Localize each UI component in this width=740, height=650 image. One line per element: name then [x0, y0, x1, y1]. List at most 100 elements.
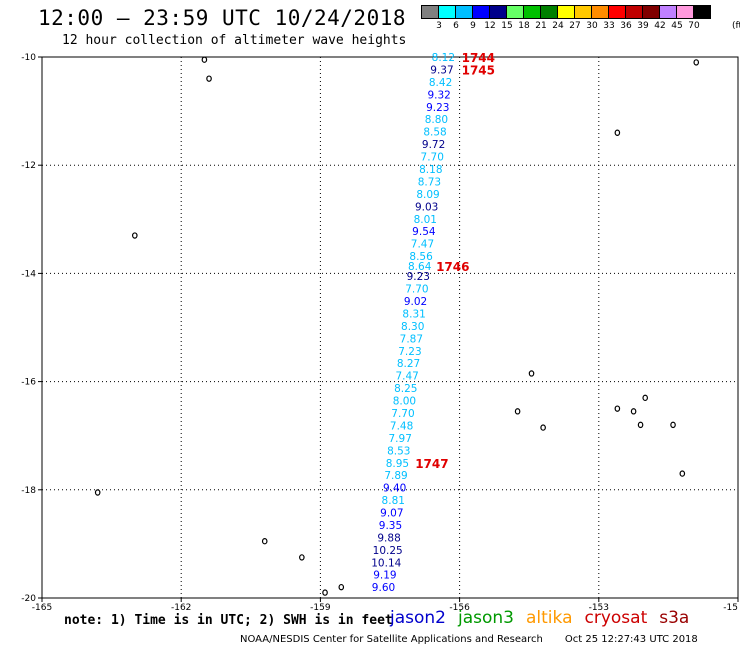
wave-height-value: 9.40 [383, 483, 406, 495]
lon-tick-label: -156 [449, 603, 470, 613]
legend-label: 36 [620, 21, 632, 31]
island-outline [299, 554, 305, 561]
wave-height-value: 9.72 [422, 139, 445, 151]
wave-height-value: 9.19 [373, 570, 396, 582]
wave-height-value: 9.35 [379, 520, 402, 532]
wave-height-value: 9.07 [380, 508, 403, 520]
island-outline [206, 75, 212, 82]
timestamp: Oct 25 12:27:43 UTC 2018 [564, 634, 698, 645]
wave-height-value: 8.09 [416, 189, 439, 201]
wave-height-value: 9.02 [404, 296, 427, 308]
wave-height-value: 9.03 [415, 201, 438, 213]
footer-note: note: 1) Time is in UTC; 2) SWH is in fe… [64, 613, 393, 628]
wave-height-value: 9.54 [412, 226, 436, 238]
mission-jason3: jason3 [458, 608, 514, 628]
island-outline [642, 394, 649, 402]
lat-tick-label: -20 [21, 594, 36, 604]
island-outline [540, 424, 546, 431]
axis-ticks: -10 -12 -14 -16 -18 -20-165 -162 -159 -156 -153 -1… [21, 53, 739, 613]
legend-label: 42 [654, 21, 666, 31]
wave-height-value: 8.56 [409, 251, 433, 263]
wave-height-value: 9.88 [377, 532, 400, 544]
legend-label: 18 [518, 21, 530, 31]
credit-line: NOAA/NESDIS Center for Satellite Applica… [240, 634, 698, 645]
wave-height-value: 9.37 [430, 64, 453, 76]
legend-label: 6 [453, 21, 459, 31]
mission-jason2: jason2 [390, 608, 446, 628]
wave-height-value: 8.58 [423, 127, 446, 139]
wave-height-value: 7.47 [411, 239, 434, 251]
map-frame [41, 56, 739, 599]
island-outline [528, 370, 535, 377]
island-outline [614, 405, 621, 412]
wave-height-value: 8.30 [401, 321, 424, 333]
legend-label: 15 [501, 21, 513, 31]
legend-label: 21 [535, 21, 547, 31]
credit-text: NOAA/NESDIS Center for Satellite Applica… [240, 634, 543, 645]
island-outline [614, 129, 621, 136]
wave-height-value: 7.23 [398, 346, 421, 358]
wave-height-value: 7.87 [400, 333, 423, 345]
wave-height-value: 9.23 [426, 102, 449, 114]
island-outline [201, 56, 208, 63]
wave-height-value: 8.64 [408, 261, 432, 273]
legend-label: 27 [569, 21, 581, 31]
legend-label: 45 [671, 21, 683, 31]
time-label: 1744 [462, 51, 495, 65]
wave-height-value: 8.73 [418, 176, 441, 188]
mission-cryosat: cryosat [584, 608, 648, 628]
wave-height-value: 8.12 [432, 52, 455, 64]
legend-label: 33 [603, 21, 615, 31]
wave-height-value: 10.14 [371, 557, 401, 569]
island-outline [94, 489, 101, 496]
wave-height-value: 8.27 [397, 358, 420, 370]
island-outline [693, 59, 700, 66]
wave-height-value: 8.01 [414, 214, 437, 226]
wave-height-value: 8.00 [393, 396, 416, 408]
wave-height-value: 8.80 [425, 114, 448, 126]
legend-swatch [693, 5, 711, 19]
wave-height-value: 7.70 [391, 408, 414, 420]
lon-tick-label: -159 [310, 603, 331, 613]
island-outline [261, 537, 268, 545]
lon-tick-label: -165 [32, 603, 52, 613]
legend-label: 30 [586, 21, 598, 31]
wave-height-value: 7.48 [390, 420, 413, 432]
gridlines [42, 57, 738, 598]
legend-unit: (ft) [732, 21, 740, 31]
lat-tick-label: -14 [21, 269, 36, 279]
islands [94, 56, 700, 596]
wave-height-value: 9.32 [427, 89, 450, 101]
lat-tick-label: -18 [21, 486, 36, 496]
time-label: 1745 [462, 63, 495, 77]
time-label: 1747 [415, 457, 448, 471]
wave-height-value: 7.97 [389, 433, 412, 445]
wave-height-value: 8.31 [402, 308, 425, 320]
island-outline [514, 408, 521, 415]
wave-height-value: 7.89 [384, 470, 407, 482]
island-outline [637, 421, 644, 429]
wave-height-value: 10.25 [373, 545, 403, 557]
lat-tick-label: -10 [21, 53, 36, 63]
wave-height-value: 8.25 [394, 383, 417, 395]
lon-tick-label: -15 [723, 603, 738, 613]
wave-height-value: 7.47 [395, 371, 418, 383]
mission-legend: jason2 jason3 altika cryosat s3a [390, 608, 701, 628]
legend-label: 9 [470, 21, 476, 31]
wave-height-value: 9.60 [372, 582, 395, 594]
mission-s3a: s3a [659, 608, 690, 628]
wave-height-value: 8.95 [386, 458, 409, 470]
island-outline [679, 470, 686, 477]
wave-height-value: 7.70 [405, 284, 428, 296]
island-outline [670, 421, 676, 429]
island-outline [322, 589, 328, 596]
legend-label: 12 [484, 21, 496, 31]
satellite-track: 8.129.378.429.329.238.808.589.727.708.18… [371, 51, 495, 594]
lat-tick-label: -16 [21, 378, 36, 388]
wave-height-value: 8.18 [419, 164, 442, 176]
lat-tick-label: -12 [21, 161, 36, 171]
island-outline [338, 583, 345, 591]
